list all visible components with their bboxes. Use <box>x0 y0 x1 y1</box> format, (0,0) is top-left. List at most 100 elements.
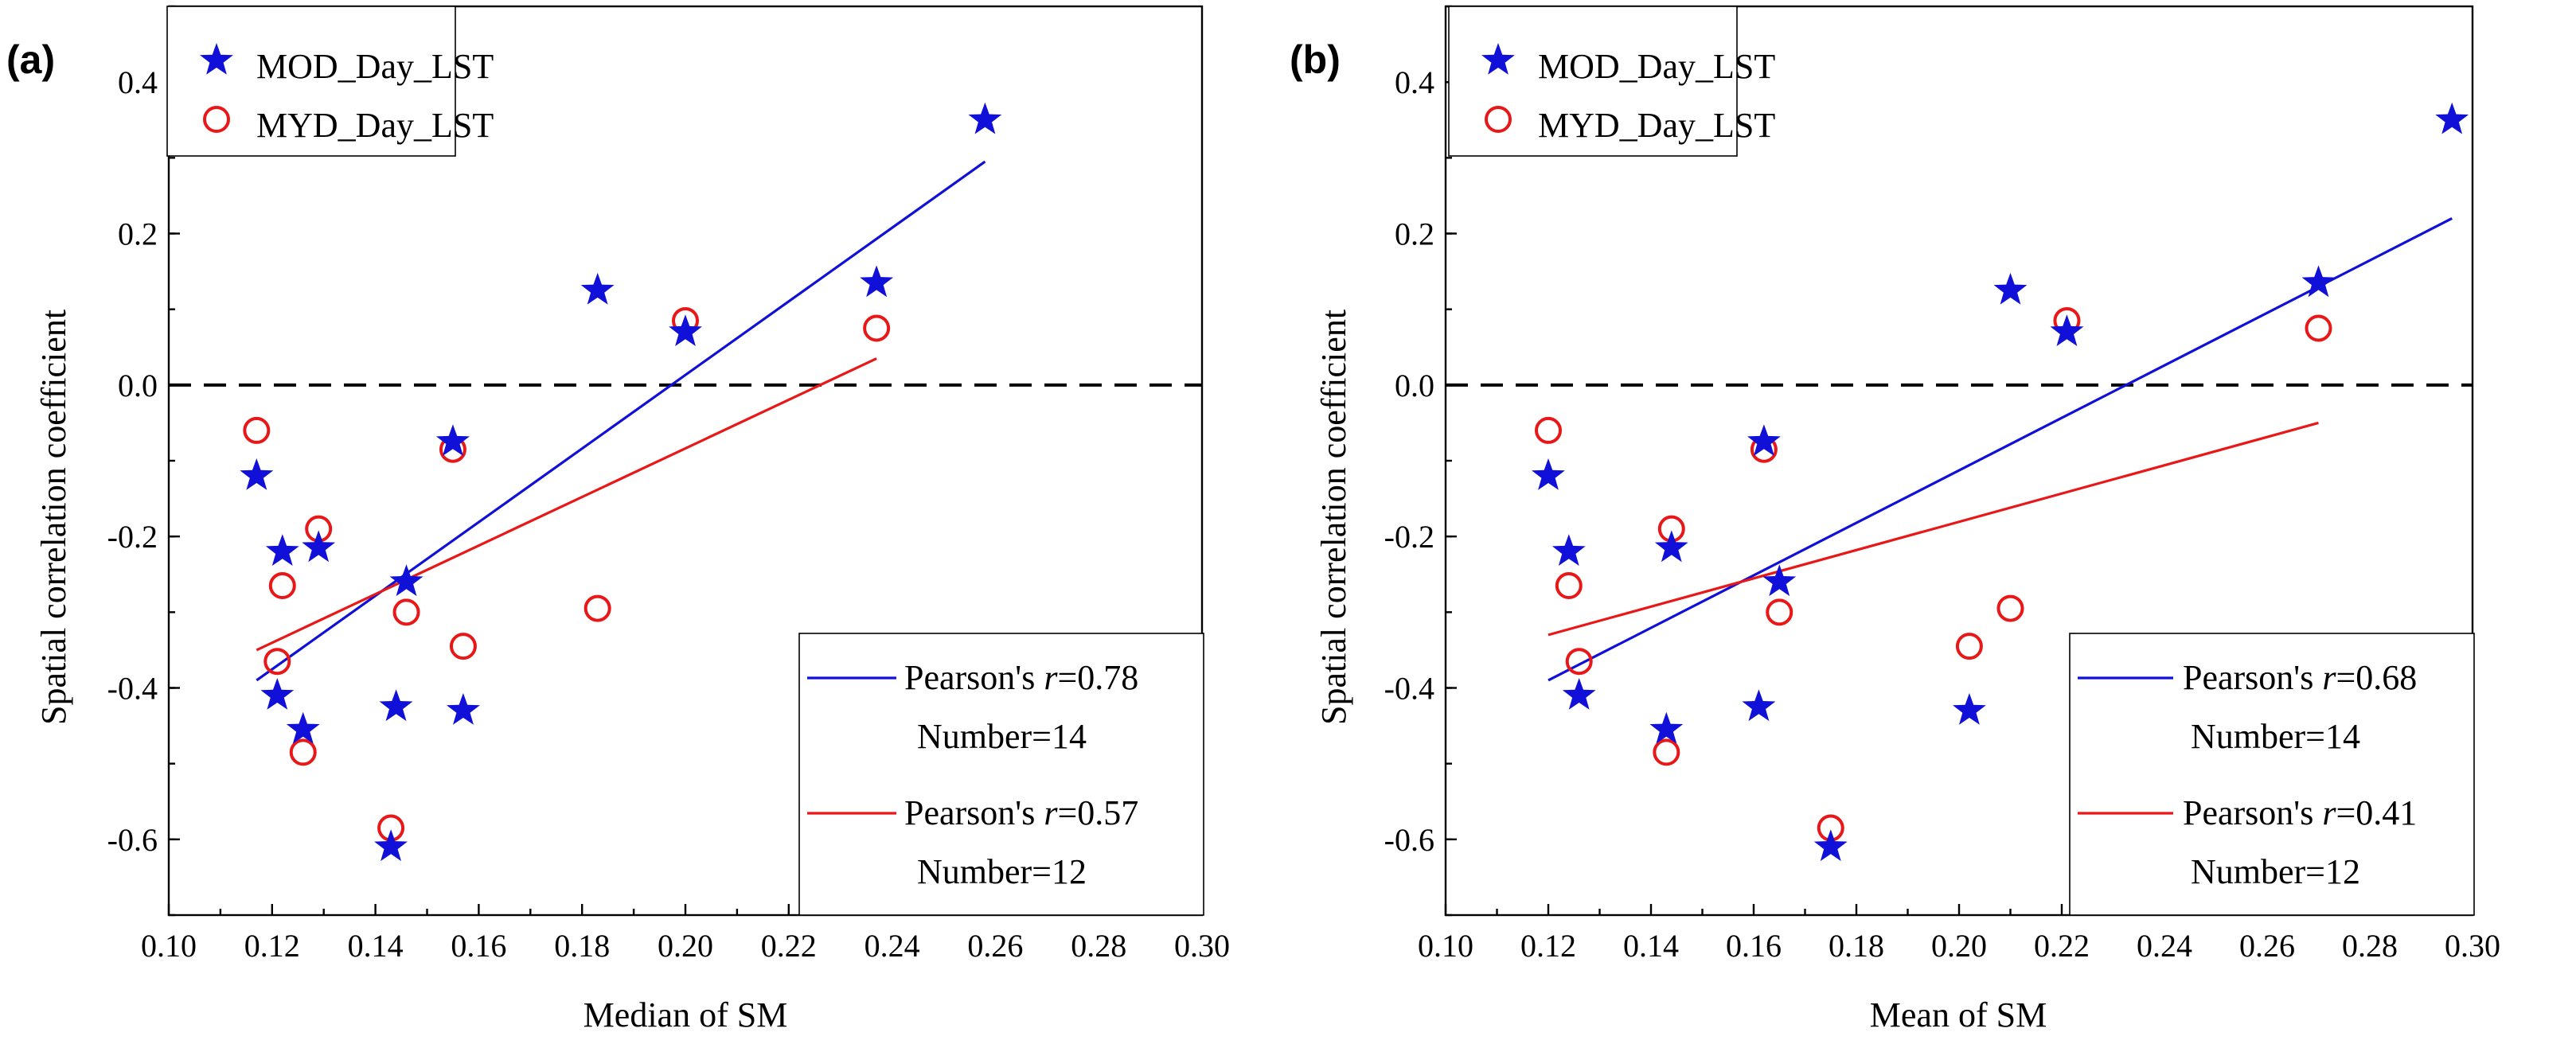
panel-b-myd-point <box>1996 594 2024 622</box>
panel-a-mod-point <box>374 829 408 862</box>
panel-a-y-axis-label: Spatial correlation coefficient <box>34 310 73 725</box>
panel-a-legend-mod-marker <box>200 43 233 75</box>
panel-a-label: (a) <box>6 37 55 82</box>
panel-b-stats-myd-number: Number=12 <box>2191 852 2360 891</box>
panel-b-x-axis-label: Mean of SM <box>1870 995 2047 1034</box>
panel-a-stats-mod-number: Number=14 <box>917 717 1087 756</box>
panel-a-stats-myd-pearson: Pearson's r=0.57 <box>904 793 1138 832</box>
panel-a-mod-point <box>240 458 274 490</box>
panel-b-stats-mod-pearson: Pearson's r=0.68 <box>2183 658 2417 697</box>
panel-a-myd-point <box>289 738 317 766</box>
panel-b-stats-myd-pearson: Pearson's r=0.41 <box>2183 793 2417 832</box>
panel-b-label: (b) <box>1290 37 1341 82</box>
panel-a-stats-myd-number: Number=12 <box>917 852 1087 891</box>
panel-b-myd-point <box>1565 648 1593 676</box>
panel-b-x-tick-label: 0.20 <box>1931 928 1987 964</box>
panel-a-y-tick-label: -0.2 <box>107 519 158 555</box>
panel-b-stats-mod-number: Number=14 <box>2191 717 2360 756</box>
panel-a-mod-point <box>669 314 702 346</box>
panel-a-mod-point <box>447 693 480 725</box>
panel-a-x-tick-label: 0.10 <box>141 928 197 964</box>
panel-b-myd-point <box>1653 738 1680 766</box>
panel-a-x-tick-label: 0.26 <box>967 928 1023 964</box>
panel-a-mod-point <box>379 689 413 722</box>
panel-b-y-axis-label: Spatial correlation coefficient <box>1314 310 1353 725</box>
panel-a-y-tick-label: -0.6 <box>107 822 158 858</box>
panel-a-stats-box <box>798 633 1204 916</box>
panel-a-myd-point <box>268 572 296 600</box>
panel-b-x-tick-label: 0.18 <box>1829 928 1884 964</box>
panel-b-legend-mod-label: MOD_Day_LST <box>1538 47 1775 86</box>
panel-b-y-tick-label: 0.2 <box>1395 216 1434 252</box>
panel-b-mod-point <box>1742 689 1776 722</box>
panel-a-myd-point <box>263 648 291 676</box>
panel-b-legend-mod-marker <box>1481 43 1515 75</box>
panel-b-x-tick-label: 0.12 <box>1520 928 1576 964</box>
panel-a-mod-point <box>860 265 894 298</box>
panel-a: 0.10 0.12 0.14 0.16 0.18 0.20 0.22 0.24 0.26 0.28… <box>6 5 1230 1034</box>
panel-b-x-tick-label: 0.10 <box>1418 928 1473 964</box>
panel-b-stats-box <box>2069 633 2475 916</box>
panel-a-myd-point <box>863 314 891 342</box>
panel-a-x-tick-label: 0.12 <box>244 928 300 964</box>
panel-b-mod-point <box>1762 564 1797 597</box>
panel-b-y-tick-label: -0.2 <box>1384 519 1434 555</box>
panel-a-mod-point <box>302 530 336 563</box>
panel-b-mod-point <box>1993 272 2028 305</box>
panel-a-myd-point <box>584 594 611 622</box>
panel-b-y-tick-label: -0.6 <box>1384 822 1434 858</box>
panel-b-myd-point <box>1766 598 1793 626</box>
panel-b-legend-myd-label: MYD_Day_LST <box>1538 106 1775 145</box>
panel-b-x-tick-label: 0.30 <box>2445 928 2500 964</box>
panel-a-legend-mod-label: MOD_Day_LST <box>256 47 494 86</box>
panel-b-mod-point <box>1953 693 1986 725</box>
panel-b-x-tick-label: 0.24 <box>2137 928 2192 964</box>
panel-b-mod-point <box>2435 102 2469 134</box>
panel-b-fit-line-mod <box>1548 217 2453 682</box>
panel-b-myd-point <box>2305 314 2332 342</box>
panel-a-fit-line-myd <box>256 357 877 652</box>
panel-a-y-tick-label: 0.0 <box>118 368 158 403</box>
panel-b-fit-line-myd <box>1548 421 2319 637</box>
panel-a-y-tick-label: 0.2 <box>118 216 158 252</box>
panel-b-mod-point <box>1551 534 1586 566</box>
panel-a-mod-point <box>580 272 615 305</box>
panel-b-mod-point <box>2050 314 2084 346</box>
panel-b-x-tick-label: 0.14 <box>1623 928 1679 964</box>
panel-b-y-tick-label: 0.0 <box>1395 368 1434 403</box>
panel-a-x-tick-label: 0.24 <box>865 928 920 964</box>
panel-a-x-tick-label: 0.22 <box>761 928 817 964</box>
panel-b: 0.10 0.12 0.14 0.16 0.18 0.20 0.22 0.24 0.26 0.28… <box>1290 5 2500 1034</box>
panel-b-myd-point <box>1555 572 1583 600</box>
panel-b-mod-point <box>2301 265 2336 298</box>
panel-a-myd-point <box>392 598 420 626</box>
panel-a-x-tick-label: 0.20 <box>658 928 713 964</box>
panel-a-x-tick-label: 0.30 <box>1174 928 1230 964</box>
panel-b-mod-point <box>1813 829 1848 862</box>
panel-a-mod-point <box>286 711 320 744</box>
panel-a-x-tick-label: 0.28 <box>1071 928 1126 964</box>
panel-a-mod-point <box>260 678 295 710</box>
panel-b-y-tick-label: 0.4 <box>1395 64 1434 100</box>
panel-a-y-tick-label: 0.4 <box>118 64 158 100</box>
panel-b-myd-point <box>1955 633 1983 660</box>
panel-b-x-tick-label: 0.16 <box>1726 928 1782 964</box>
panel-a-legend-myd-marker <box>203 106 230 133</box>
panel-b-myd-point <box>1535 416 1562 444</box>
panel-a-x-axis-label: Median of SM <box>584 995 788 1034</box>
panel-b-mod-point <box>1649 711 1684 744</box>
panel-a-myd-point <box>243 416 271 444</box>
panel-a-x-tick-label: 0.18 <box>554 928 610 964</box>
panel-b-x-tick-label: 0.28 <box>2342 928 2398 964</box>
panel-b-mod-point <box>1654 530 1688 563</box>
panel-a-mod-point <box>265 534 299 566</box>
panel-b-mod-point <box>1562 678 1596 710</box>
panel-a-x-tick-label: 0.16 <box>451 928 506 964</box>
panel-a-myd-point <box>449 633 477 660</box>
panel-b-mod-point <box>1747 424 1781 456</box>
panel-b-legend-myd-marker <box>1485 106 1512 133</box>
panel-a-mod-point <box>436 424 470 456</box>
panel-b-x-tick-label: 0.26 <box>2239 928 2295 964</box>
panel-a-mod-point <box>389 564 423 597</box>
